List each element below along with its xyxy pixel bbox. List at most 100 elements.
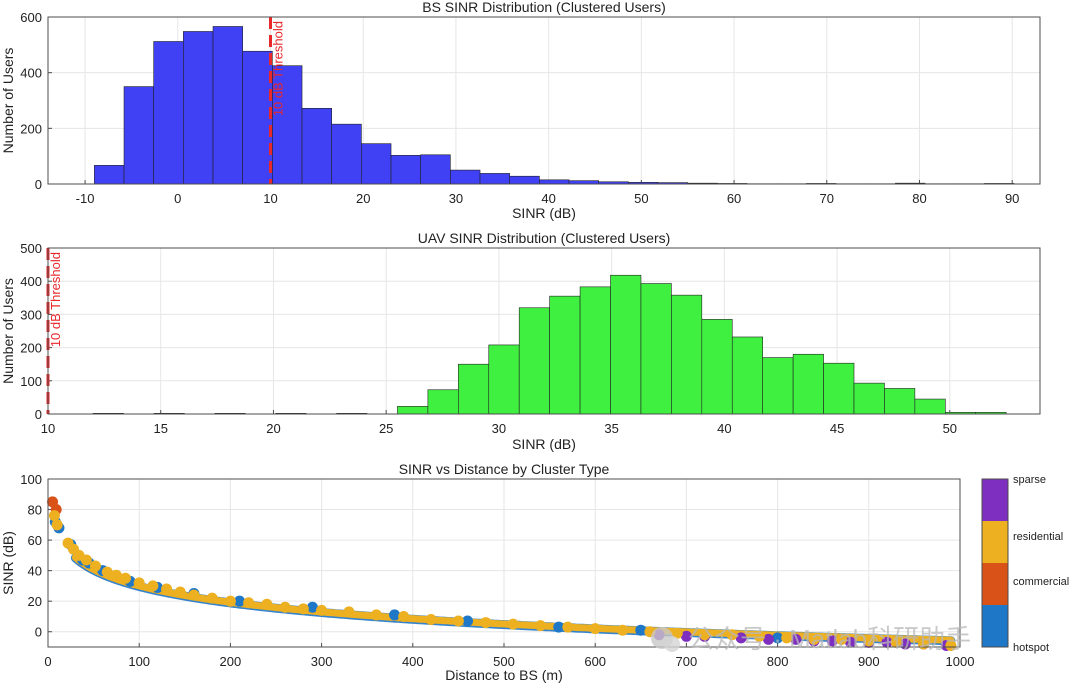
scatter-point-residential: [781, 632, 793, 644]
x-tick-label: 200: [220, 654, 242, 669]
x-axis-label: SINR (dB): [512, 436, 576, 452]
axes-frame: [47, 478, 961, 648]
bs-sinr-histogram: -10 0 10 20 30 40 50 60 70 80 90 0 200 400 600 BS SINR …: [0, 0, 1041, 221]
x-tick-label: 30: [449, 191, 463, 206]
y-tick-label: 20: [28, 594, 42, 609]
scatter-point-residential: [863, 635, 875, 647]
histogram-bar: [488, 344, 520, 415]
colorbar-label: sparse: [1013, 474, 1046, 486]
scatter-point-sparse: [680, 630, 692, 642]
histogram-bar: [361, 143, 392, 185]
y-tick-label: 400: [20, 66, 42, 81]
wechat-icon-bubble: [664, 636, 680, 652]
y-tick-label: 500: [20, 241, 42, 256]
histogram-bar: [331, 123, 362, 185]
colorbar-label: hotspot: [1013, 642, 1049, 654]
watermark: 公众号 · Matlab科研助手: [651, 624, 971, 654]
y-tick-label: 600: [20, 10, 42, 25]
y-tick-label: 400: [20, 274, 42, 289]
histogram-bar: [420, 154, 451, 185]
histogram-bar: [539, 179, 570, 185]
scatter-point-hotspot: [635, 624, 647, 636]
histogram-bar: [671, 294, 703, 415]
scatter-point-residential: [398, 610, 410, 622]
histogram-bar: [153, 41, 184, 185]
y-tick-label: 0: [35, 407, 42, 422]
scatter-point-residential: [188, 589, 200, 601]
colorbar-label: commercial: [1013, 576, 1069, 588]
scatter-point-sparse: [735, 632, 747, 644]
axes-frame: [47, 247, 1041, 415]
x-tick-label: 90: [1005, 191, 1019, 206]
chart-title: UAV SINR Distribution (Clustered Users): [418, 230, 671, 246]
histogram-bar: [823, 362, 855, 415]
colorbar-swatch: [982, 605, 1008, 647]
histogram-bar: [94, 165, 125, 185]
x-tick-label: 50: [943, 421, 957, 436]
x-tick-label: 40: [717, 421, 731, 436]
x-tick-label: 30: [492, 421, 506, 436]
y-tick-label: 0: [35, 625, 42, 640]
scatter-point-residential: [261, 598, 273, 610]
x-tick-label: 800: [767, 654, 789, 669]
scatter-point-hotspot: [462, 615, 474, 627]
scatter-point-residential: [480, 617, 492, 629]
scatter-point-residential: [174, 586, 186, 598]
histogram-bar: [579, 286, 611, 415]
cluster-type-colorbar: sparse residential commercial hotspot: [981, 474, 1069, 654]
scatter-point-residential: [699, 629, 711, 641]
x-tick-label: 80: [912, 191, 926, 206]
colorbar-swatch: [982, 521, 1008, 563]
scatter-point-residential: [945, 639, 957, 651]
scatter-point-residential: [370, 609, 382, 621]
x-tick-label: 20: [266, 421, 280, 436]
scatter-point-residential: [133, 577, 145, 589]
histogram-bar: [427, 389, 459, 415]
histogram-bar: [568, 180, 599, 185]
x-axis-label: SINR (dB): [512, 205, 576, 221]
x-tick-label: 300: [311, 654, 333, 669]
x-tick-label: 0: [174, 191, 181, 206]
scatter-point-hotspot: [772, 632, 784, 644]
y-axis-label: SINR (dB): [0, 531, 16, 595]
histogram-bar: [884, 388, 916, 415]
y-tick-label: 200: [20, 121, 42, 136]
x-tick-label: 35: [604, 421, 618, 436]
scatter-point-residential: [343, 606, 355, 618]
x-tick-label: 100: [128, 654, 150, 669]
x-tick-label: 20: [356, 191, 370, 206]
histogram-bar: [640, 283, 672, 415]
histogram-bar: [458, 363, 490, 415]
histogram-bar: [792, 353, 824, 415]
scatter-point-residential: [316, 604, 328, 616]
histogram-bar: [610, 274, 642, 415]
scatter-point-residential: [808, 633, 820, 645]
scatter-point-sparse: [826, 635, 838, 647]
scatter-point-residential: [835, 633, 847, 645]
histogram-bar: [731, 336, 763, 415]
threshold-label: 10 dB Threshold: [48, 252, 63, 347]
scatter-point-residential: [243, 597, 255, 609]
chart-title: SINR vs Distance by Cluster Type: [399, 461, 610, 477]
scatter-point-residential: [671, 627, 683, 639]
y-tick-label: 300: [20, 307, 42, 322]
histogram-bar: [701, 319, 733, 415]
colorbar-swatch: [982, 563, 1008, 605]
x-tick-label: 15: [153, 421, 167, 436]
scatter-point-residential: [101, 566, 113, 578]
x-tick-label: 25: [379, 421, 393, 436]
histogram-bar: [450, 169, 481, 185]
scatter-point-residential: [110, 569, 122, 581]
scatter-point-sparse: [881, 636, 893, 648]
x-tick-label: 10: [263, 191, 277, 206]
scatter-point-residential: [279, 601, 291, 613]
y-tick-label: 80: [28, 503, 42, 518]
scatter-point-residential: [534, 620, 546, 632]
scatter-point-sparse: [762, 633, 774, 645]
scatter-point-residential: [617, 624, 629, 636]
x-tick-label: 70: [820, 191, 834, 206]
scatter-point-residential: [147, 580, 159, 592]
threshold-label: 10 dB Threshold: [271, 21, 286, 116]
y-tick-label: 0: [35, 177, 42, 192]
